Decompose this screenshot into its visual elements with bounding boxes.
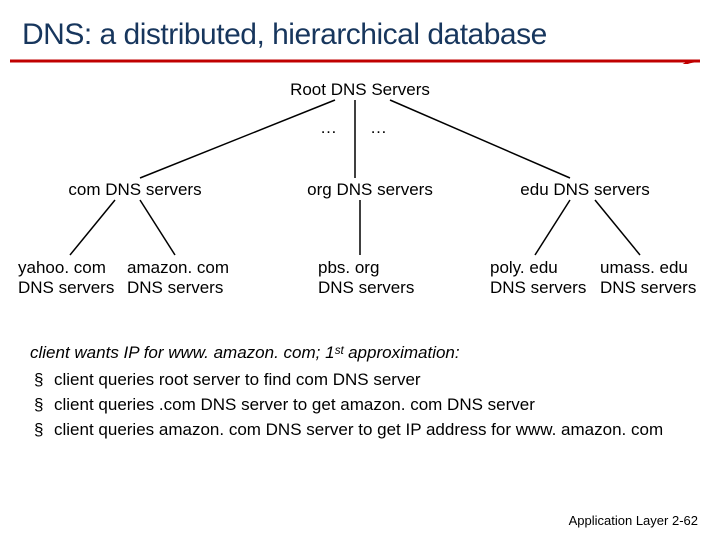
root-label: Root DNS Servers [260, 80, 460, 100]
tld-com: com DNS servers [55, 180, 215, 200]
tld-edu: edu DNS servers [505, 180, 665, 200]
slide-title: DNS: a distributed, hierarchical databas… [0, 0, 720, 56]
bullet-3: client queries amazon. com DNS server to… [54, 419, 690, 442]
bullet-1: client queries root server to find com D… [54, 369, 690, 392]
auth-umass: umass. eduDNS servers [600, 258, 696, 297]
auth-amazon: amazon. comDNS servers [127, 258, 229, 297]
ellipsis-right: … [370, 118, 387, 138]
narrative-block: client wants IP for www. amazon. com; 1ˢ… [30, 342, 690, 444]
title-underline [10, 58, 700, 64]
auth-yahoo: yahoo. comDNS servers [18, 258, 114, 297]
narrative-intro: client wants IP for www. amazon. com; 1ˢ… [30, 343, 460, 362]
auth-poly: poly. eduDNS servers [490, 258, 586, 297]
auth-pbs: pbs. orgDNS servers [318, 258, 414, 297]
bullet-2: client queries .com DNS server to get am… [54, 394, 690, 417]
ellipsis-left: … [320, 118, 337, 138]
tld-org: org DNS servers [290, 180, 450, 200]
narrative-list: client queries root server to find com D… [30, 369, 690, 442]
slide-footer: Application Layer 2-62 [569, 513, 698, 528]
